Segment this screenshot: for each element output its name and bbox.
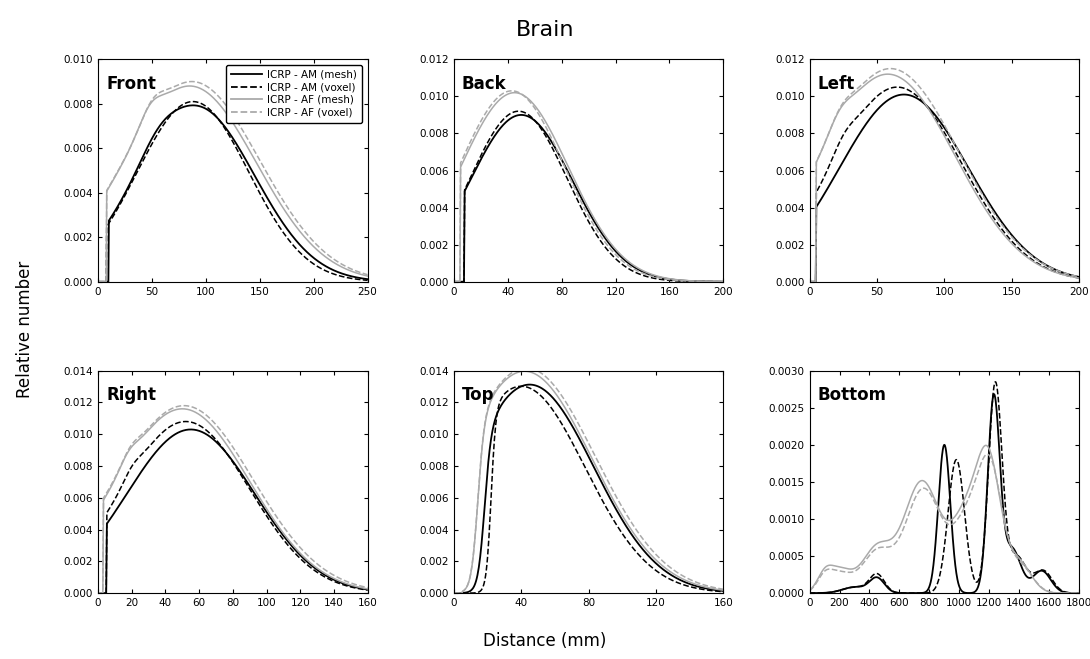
Text: Back: Back [462,75,507,93]
Text: Front: Front [106,75,156,93]
Text: Top: Top [462,386,495,404]
Legend: ICRP - AM (mesh), ICRP - AM (voxel), ICRP - AF (mesh), ICRP - AF (voxel): ICRP - AM (mesh), ICRP - AM (voxel), ICR… [226,65,362,123]
Text: Right: Right [106,386,156,404]
Text: Relative number: Relative number [16,261,35,398]
Text: Distance (mm): Distance (mm) [483,632,607,650]
Text: Brain: Brain [516,20,574,40]
Text: Bottom: Bottom [818,386,886,404]
Text: Left: Left [818,75,855,93]
